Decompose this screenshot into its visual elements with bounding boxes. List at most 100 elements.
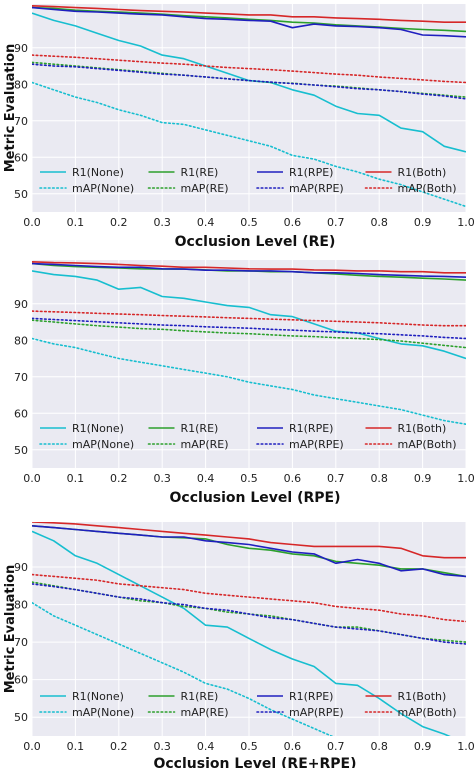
x-tick-label: 0.9 [414,740,432,753]
x-tick-label: 0.2 [110,216,128,229]
legend-label: mAP(None) [72,706,134,719]
x-tick-label: 0.8 [370,472,388,485]
y-tick-label: 60 [14,151,28,164]
legend-label: mAP(RPE) [289,438,344,451]
x-tick-label: 1.0 [457,472,474,485]
legend: R1(None) R1(RE) R1(RPE) R1(Both) mAP(None) mA… [39,690,457,719]
x-tick-label: 0.0 [23,216,41,229]
series-line-r1-both [32,522,466,559]
x-axis-label: Occlusion Level (RE+RPE) [153,756,356,768]
x-tick-label: 0.4 [197,216,215,229]
legend-label: mAP(Both) [398,706,457,719]
y-tick-label: 70 [14,636,28,649]
y-axis-label: Metric Evaluation [3,44,18,173]
legend-label: mAP(Both) [398,438,457,451]
series-line-r1-re [32,6,466,33]
x-tick-label: 0.2 [110,472,128,485]
series-line-map-rpe [32,583,466,645]
x-tick-label: 0.0 [23,472,41,485]
series-line-map-none [32,601,334,736]
legend: R1(None) R1(RE) R1(RPE) R1(Both) mAP(None) mA… [39,422,457,451]
y-tick-label: 50 [14,444,28,457]
x-tick-label: 0.3 [153,472,171,485]
legend-label: mAP(None) [72,438,134,451]
legend-label: R1(RE) [181,690,219,703]
x-axis-label: Occlusion Level (RE) [175,234,336,250]
y-tick-label: 60 [14,674,28,687]
series-line-r1-rpe [32,6,466,38]
x-tick-label: 0.6 [284,216,302,229]
series-line-r1-rpe [32,525,466,578]
y-tick-label: 80 [14,334,28,347]
series-line-map-both [32,54,466,84]
y-tick-label: 80 [14,78,28,91]
x-tick-label: 0.5 [240,740,258,753]
legend-label: R1(RE) [181,422,219,435]
x-tick-label: 0.7 [327,216,345,229]
x-tick-label: 0.5 [240,472,258,485]
x-tick-label: 0.3 [153,740,171,753]
x-tick-label: 0.1 [67,740,85,753]
x-tick-label: 0.0 [23,740,41,753]
series-line-map-rpe [32,63,466,100]
legend-label: R1(None) [72,166,124,179]
series-line-map-both [32,310,466,327]
x-tick-label: 0.6 [284,740,302,753]
legend: R1(None) R1(RE) R1(RPE) R1(Both) mAP(None) mA… [39,166,457,195]
series-line-r1-none [32,530,451,736]
y-tick-label: 60 [14,407,28,420]
legend-label: R1(Both) [398,166,447,179]
legend-label: mAP(RPE) [289,182,344,195]
series-line-r1-rpe [32,262,466,278]
x-tick-label: 0.9 [414,216,432,229]
chart-panel-re-rpe: 0.0 0.1 0.2 0.3 0.4 0.5 0.6 0.7 0.8 0.9 1.0 50 60 70 8… [3,522,474,768]
y-tick-label: 80 [14,599,28,612]
series-line-map-none [32,81,466,208]
legend-label: R1(RPE) [289,422,333,435]
legend-label: R1(RPE) [289,166,333,179]
x-tick-label: 0.1 [67,216,85,229]
legend-label: R1(RE) [181,166,219,179]
legend-label: R1(None) [72,690,124,703]
x-tick-label: 0.5 [240,216,258,229]
legend-label: R1(RPE) [289,690,333,703]
legend-label: R1(Both) [398,422,447,435]
y-tick-label: 70 [14,115,28,128]
series-line-map-rpe [32,317,466,340]
y-tick-label: 90 [14,561,28,574]
legend-label: mAP(RE) [181,438,229,451]
y-tick-label: 90 [14,42,28,55]
x-tick-label: 0.2 [110,740,128,753]
series-line-map-re [32,319,466,349]
legend-label: mAP(Both) [398,182,457,195]
x-tick-label: 0.9 [414,472,432,485]
y-tick-label: 90 [14,298,28,311]
legend-label: mAP(RE) [181,706,229,719]
y-axis-label: Metric Evaluation [3,565,18,694]
x-tick-label: 0.8 [370,740,388,753]
legend-label: mAP(RPE) [289,706,344,719]
x-tick-label: 0.6 [284,472,302,485]
series-line-r1-both [32,261,466,274]
chart-panel-re: 0.0 0.1 0.2 0.3 0.4 0.5 0.6 0.7 0.8 0.9 1.0 50 60 70 8… [3,4,474,250]
x-tick-label: 0.4 [197,740,215,753]
series-line-map-both [32,573,466,623]
x-tick-label: 0.1 [67,472,85,485]
x-tick-label: 0.3 [153,216,171,229]
y-tick-label: 50 [14,188,28,201]
x-axis-label: Occlusion Level (RPE) [170,490,341,506]
y-tick-label: 50 [14,711,28,724]
x-tick-label: 0.4 [197,472,215,485]
x-tick-label: 0.7 [327,472,345,485]
legend-label: mAP(RE) [181,182,229,195]
legend-label: R1(None) [72,422,124,435]
legend-label: R1(Both) [398,690,447,703]
series-line-r1-both [32,5,466,24]
series-line-r1-none [32,270,466,360]
y-tick-label: 70 [14,371,28,384]
x-tick-label: 1.0 [457,740,474,753]
x-tick-label: 1.0 [457,216,474,229]
chart-panel-rpe: 0.0 0.1 0.2 0.3 0.4 0.5 0.6 0.7 0.8 0.9 1.0 50 60 70 8… [14,260,474,506]
legend-label: mAP(None) [72,182,134,195]
